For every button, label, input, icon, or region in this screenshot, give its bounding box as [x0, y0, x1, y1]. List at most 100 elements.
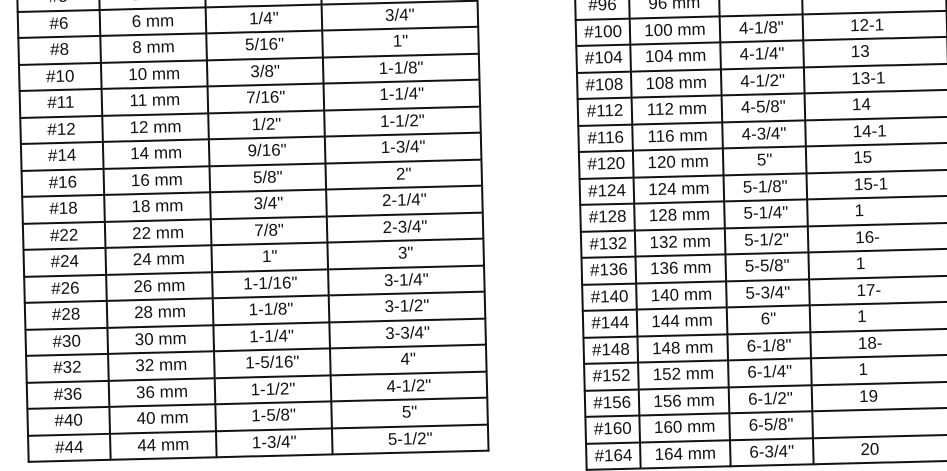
- inch-cell-2: 1: [808, 248, 947, 279]
- inch-cell-2: 14: [804, 89, 947, 120]
- inch-cell: 5-1/8": [723, 172, 808, 202]
- size-number-cell: #160: [585, 415, 641, 444]
- size-number-cell: #40: [27, 406, 111, 436]
- mm-cell: 22 mm: [104, 218, 212, 248]
- inch-cell: 6-1/8": [727, 331, 812, 361]
- inch-cell: 5-1/2": [724, 225, 809, 255]
- size-number-cell: #100: [575, 18, 631, 46]
- inch-cell: 5-3/4": [725, 278, 810, 308]
- mm-cell: 136 mm: [635, 254, 726, 284]
- mm-cell: 16 mm: [103, 165, 211, 195]
- size-number-cell: #18: [22, 194, 105, 224]
- size-number-cell: #28: [24, 300, 108, 330]
- size-number-cell: #10: [18, 62, 102, 91]
- inch-cell-2: 13-1: [804, 63, 947, 94]
- inch-cell: 4-5/8": [721, 93, 806, 122]
- mm-cell: 124 mm: [633, 174, 724, 204]
- inch-cell-2: 19: [811, 381, 947, 412]
- inch-cell: 3/4": [210, 189, 327, 219]
- size-number-cell: #148: [583, 336, 639, 364]
- mm-cell: 144 mm: [637, 307, 728, 337]
- size-number-cell: #11: [19, 88, 103, 118]
- size-number-cell: #12: [20, 115, 103, 144]
- size-number-cell: #108: [576, 71, 632, 99]
- mm-cell: 104 mm: [630, 42, 721, 72]
- inch-cell-2: 1: [811, 354, 947, 385]
- mm-cell: 148 mm: [637, 333, 728, 363]
- size-number-cell: #96: [575, 0, 630, 20]
- mm-cell: 132 mm: [635, 227, 726, 257]
- mm-cell: 140 mm: [636, 280, 727, 310]
- size-number-cell: #104: [576, 44, 632, 73]
- inch-cell-2: 15: [806, 142, 947, 173]
- mm-cell: 36 mm: [108, 377, 216, 407]
- mm-cell: 6 mm: [99, 6, 207, 36]
- size-number-cell: #140: [582, 283, 638, 311]
- size-number-cell: #132: [580, 230, 636, 258]
- mm-cell: 152 mm: [638, 360, 729, 390]
- mm-cell: 32 mm: [108, 351, 215, 381]
- mm-cell: 28 mm: [106, 298, 214, 328]
- mm-cell: 8 mm: [100, 33, 207, 63]
- inch-cell: 6-1/2": [728, 384, 813, 414]
- inch-cell: 1-1/16": [212, 268, 329, 299]
- inch-cell: 1-1/8": [212, 295, 330, 325]
- inch-cell-2: 1-1/4": [323, 79, 481, 111]
- inch-cell-2: 5": [331, 397, 488, 428]
- inch-cell: 1-5/16": [214, 348, 331, 378]
- inch-cell: 7/16": [207, 83, 325, 113]
- inch-cell-2: 16-: [807, 222, 947, 253]
- inch-cell: 1-1/4": [213, 321, 330, 352]
- mm-cell: 120 mm: [633, 148, 724, 178]
- mm-cell: 112 mm: [631, 95, 722, 125]
- inch-cell-2: 15-1: [806, 169, 947, 200]
- size-number-cell: #6: [17, 9, 101, 38]
- inch-cell-2: 3": [327, 238, 485, 269]
- inch-cell-2: 1-3/4": [324, 132, 482, 163]
- size-number-cell: #32: [26, 353, 109, 383]
- inch-cell: 4-1/2": [720, 66, 805, 96]
- inch-cell: 6-3/4": [729, 437, 814, 467]
- inch-cell-2: 3-1/2": [328, 291, 486, 322]
- size-number-cell: #128: [580, 203, 636, 232]
- inch-cell-2: 3-1/4": [328, 265, 485, 296]
- size-conversion-table-right: #96 96 mm #100 100 mm 4-1/8" 12-1 #104 104 mm 4-…: [574, 0, 947, 471]
- size-number-cell: #164: [586, 442, 641, 470]
- inch-cell-2: 17-: [809, 275, 947, 306]
- mm-cell: 12 mm: [102, 112, 209, 142]
- inch-cell-2: 4": [329, 344, 487, 375]
- size-number-cell: #136: [581, 256, 637, 285]
- inch-cell: 5-1/4": [723, 199, 808, 228]
- inch-cell: 7/8": [210, 215, 328, 246]
- inch-cell-2: 4-1/2": [330, 371, 488, 402]
- inch-cell: 1/4": [205, 4, 323, 34]
- size-number-cell: #112: [577, 97, 633, 126]
- mm-cell: 14 mm: [102, 139, 210, 169]
- inch-cell: 1-5/8": [215, 401, 332, 431]
- inch-cell-2: 18-: [810, 328, 947, 359]
- mm-cell: 30 mm: [107, 324, 215, 354]
- inch-cell: 4-1/4": [720, 40, 805, 69]
- inch-cell: 9/16": [208, 136, 326, 166]
- inch-cell-2: 2-3/4": [326, 212, 484, 243]
- mm-cell: 18 mm: [104, 192, 211, 222]
- size-number-cell: #36: [26, 380, 110, 409]
- size-number-cell: #152: [584, 362, 640, 391]
- size-number-cell: #24: [23, 247, 107, 277]
- inch-cell-2: 14-1: [805, 116, 947, 147]
- mm-cell: 108 mm: [631, 68, 722, 98]
- inch-cell-2: 1: [809, 301, 947, 332]
- size-number-cell: #14: [20, 141, 104, 171]
- inch-cell-2: 13: [803, 36, 947, 67]
- inch-cell-2: 1: [807, 195, 947, 226]
- inch-cell: 5/8": [209, 162, 327, 193]
- inch-cell-2: 5-1/2": [331, 424, 489, 455]
- size-number-cell: #124: [579, 177, 635, 205]
- size-number-cell: #26: [24, 274, 107, 303]
- inch-cell: 5/16": [206, 30, 323, 60]
- inch-cell: 3/8": [206, 57, 324, 87]
- size-number-cell: #120: [578, 150, 634, 179]
- inch-cell: 6-5/8": [729, 411, 814, 440]
- mm-cell: 116 mm: [632, 121, 723, 151]
- inch-cell: 1-3/4": [215, 427, 333, 458]
